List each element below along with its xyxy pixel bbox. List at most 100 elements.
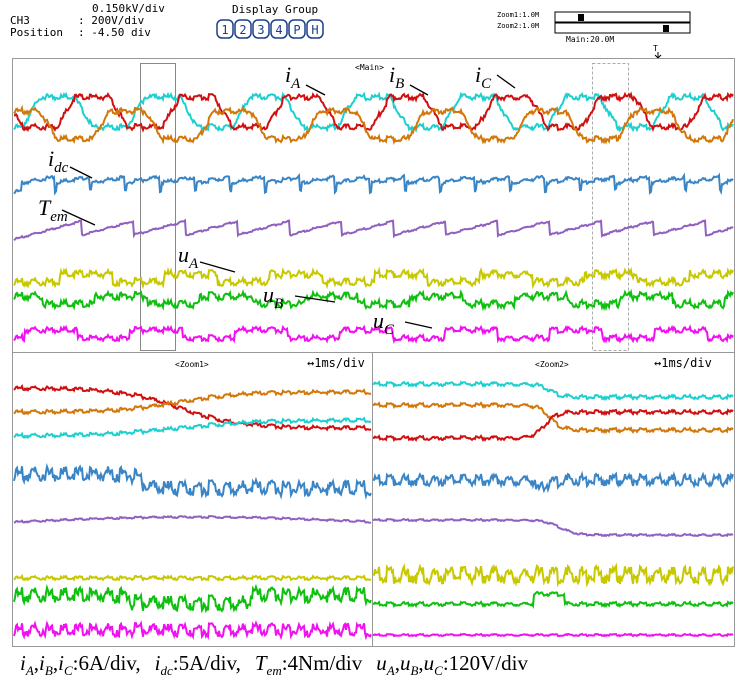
button-frame [234,19,252,39]
label-sub: B [395,76,404,92]
trace [372,590,734,609]
label-sub: A [290,76,301,92]
zoom2-window [592,63,629,351]
caption-base: i [58,651,64,675]
trace [13,104,734,146]
caption-base: i [39,651,45,675]
label-sub: em [50,209,68,225]
caption-base: u [376,651,387,675]
trace [13,388,372,416]
caption-text: , [395,651,400,675]
caption-text: :4Nm/div [282,651,363,675]
caption-text: , [53,651,58,675]
trace [13,416,372,440]
button-label: P [293,23,300,37]
caption-sub: A [386,663,395,678]
trace [372,562,734,588]
trace [13,218,734,241]
trace [13,462,372,500]
caption-sub: C [64,663,73,678]
button-frame [288,19,306,39]
row-value: : 200V/div [78,14,145,27]
caption-text: :120V/div [443,651,529,675]
zoom2-rate: ↔1ms/div [654,356,712,370]
trace-label: uC [373,308,395,338]
label-base: u [178,242,189,267]
waveforms [13,91,734,641]
trace [372,632,734,638]
button-frame [270,19,288,39]
zoom2-tag: <Zoom2> [535,360,569,369]
caption-text: :6A/div, [73,651,141,675]
zoom1-pos [578,14,584,21]
trace [372,517,734,538]
caption-text: , [34,651,39,675]
main-tag: <Main> [355,63,384,72]
button-label: 4 [275,23,282,37]
trace [372,380,734,401]
trace [13,91,734,133]
label-base: u [373,308,384,333]
caption-sub: B [410,663,418,678]
zoom1: Zoom1:1.0M [497,11,539,19]
trace [372,407,734,443]
button-frame [216,19,234,39]
label-sub: B [274,296,283,312]
zoom2-bar [554,22,691,34]
caption-sub: A [25,663,34,678]
caption-text: , [418,651,423,675]
label-sub: dc [54,160,69,176]
main-rate: Main:20.0M [566,35,614,44]
label-arrows [61,74,516,329]
button-frame [252,19,270,39]
caption-text: :5A/div, [173,651,241,675]
trace-label: uA [178,242,199,272]
trace-label: idc [48,146,69,176]
caption-sub: dc [161,663,174,678]
caption: iA,iB,iC:6A/div, idc:5A/div, Tem:4Nm/div uA… [20,651,528,678]
zoom2-pos [663,25,669,32]
caption-base: u [400,651,411,675]
caption-sub: C [434,663,443,678]
label-base: i [48,146,54,171]
trigger: T [653,44,658,53]
trace-label: uB [263,282,283,312]
button-frame [306,19,324,39]
trace [13,383,372,432]
label-base: T [38,195,52,220]
button-label: 3 [257,23,264,37]
label-base: i [475,62,481,87]
caption-base: i [20,651,26,675]
trace [372,470,734,494]
row-label: Position [10,26,63,39]
zoom2: Zoom2:1.0M [497,22,539,30]
trace [13,288,734,312]
trace-label: iC [475,62,492,92]
label-base: i [389,62,395,87]
trace-label: iB [389,62,404,92]
label-sub: C [481,76,492,92]
label-sub: C [384,322,395,338]
trace [13,583,372,614]
trace [13,573,372,582]
zoom1-window [140,63,176,351]
button-label: 2 [239,23,246,37]
trace-label: Tem [38,195,68,225]
zoom1-bar [554,11,691,23]
display-group: Display Group [232,3,318,16]
zoom1-rate: ↔1ms/div [307,356,365,370]
caption-base: T [255,651,268,675]
scale: 0.150kV/div [92,2,165,15]
caption-sub: B [45,663,53,678]
button-label: 1 [221,23,228,37]
label-base: u [263,282,274,307]
caption-base: i [155,651,161,675]
caption-base: u [424,651,435,675]
label-base: i [285,62,291,87]
zoom1-tag: <Zoom1> [175,360,209,369]
trace [372,401,734,434]
